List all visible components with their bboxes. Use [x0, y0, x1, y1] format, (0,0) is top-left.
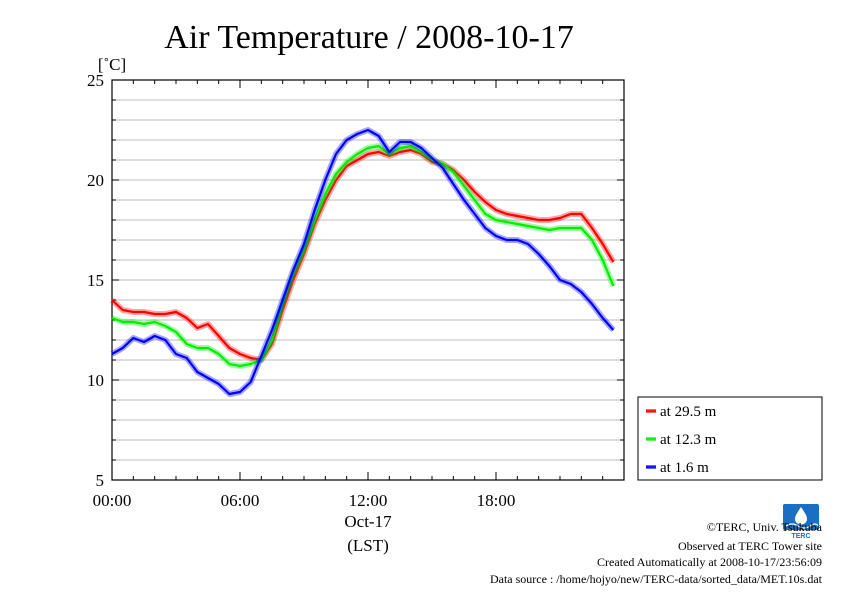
created-text: Created Automatically at 2008-10-17/23:5… — [597, 555, 822, 569]
x-tick-label: 06:00 — [221, 491, 260, 510]
x-tick-label: 18:00 — [477, 491, 516, 510]
y-tick-label: 15 — [87, 271, 104, 290]
logo-text: TERC — [791, 533, 810, 540]
grid-lines — [112, 99, 624, 461]
series-halo-2 — [110, 127, 616, 397]
legend-label: at 29.5 m — [660, 404, 717, 420]
y-tick-label: 5 — [96, 471, 105, 490]
y-tick-label: 10 — [87, 371, 104, 390]
legend-label: at 1.6 m — [660, 460, 709, 476]
chart-title: Air Temperature / 2008-10-17 — [164, 19, 574, 56]
series-line-2 — [111, 128, 615, 396]
data-source-text: Data source : /home/hojyo/new/TERC-data/… — [490, 572, 823, 586]
y-tick-label: 20 — [87, 171, 104, 190]
x-axis: 00:00 06:00 12:00 18:00 — [93, 80, 625, 510]
y-tick-label: 25 — [87, 71, 104, 90]
legend-label: at 12.3 m — [660, 432, 717, 448]
series-lines — [109, 127, 617, 397]
footer-credits: ©TERC, Univ. Tsukuba Observed at TERC To… — [490, 520, 823, 586]
site-text: Observed at TERC Tower site — [678, 539, 822, 553]
series-line-0 — [111, 148, 615, 362]
x-tick-label: 12:00 — [349, 491, 388, 510]
legend: at 29.5 m at 12.3 m at 1.6 m — [637, 396, 823, 481]
legend-box — [637, 396, 823, 481]
water-drop-icon — [795, 507, 807, 525]
copyright-text: ©TERC, Univ. Tsukuba — [707, 520, 823, 534]
x-tick-label: 00:00 — [93, 491, 132, 510]
series-line-1 — [111, 144, 615, 368]
x-axis-label: (LST) — [347, 536, 389, 555]
terc-logo: TERC — [783, 504, 819, 540]
wave-icon — [785, 523, 819, 529]
y-axis-unit-label: [˚C] — [98, 55, 126, 74]
x-axis-date-label: Oct-17 — [344, 512, 392, 531]
